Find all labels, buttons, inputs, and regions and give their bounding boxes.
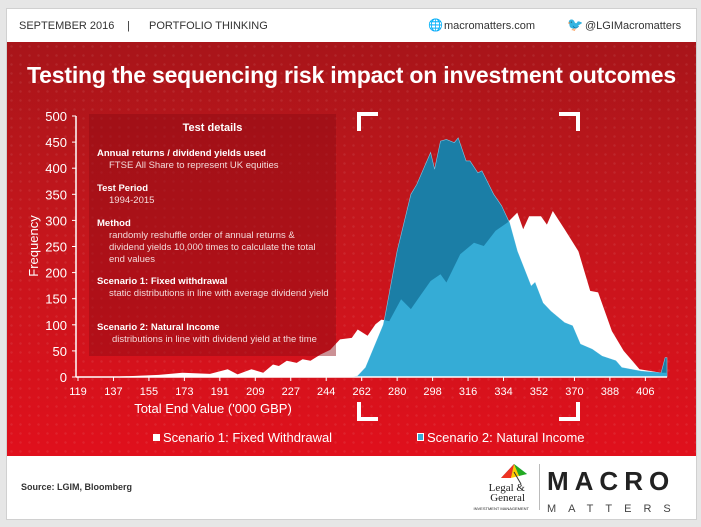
detail-value: FTSE All Share to represent UK equities — [109, 160, 279, 171]
legend-label: Scenario 1: Fixed Withdrawal — [163, 430, 333, 445]
x-tick-label: 119 — [69, 386, 87, 398]
detail-value: 1994-2015 — [109, 195, 155, 206]
x-tick-label: 137 — [104, 386, 122, 398]
y-tick-label: 350 — [45, 187, 67, 202]
lg-subtitle: INVESTMENT MANAGEMENT — [473, 506, 530, 511]
logo-divider — [539, 464, 540, 510]
footer: Source: LGIM, Bloomberg Legal & General … — [7, 456, 696, 519]
legend-scenario-1: Scenario 1: Fixed Withdrawal — [153, 430, 332, 445]
x-tick-label: 244 — [317, 386, 335, 398]
y-tick-label: 400 — [45, 161, 67, 176]
globe-icon: 🌐 — [428, 18, 443, 32]
corner-bracket — [357, 402, 378, 421]
legend-swatch-blue — [417, 433, 424, 441]
x-tick-label: 388 — [601, 386, 619, 398]
section-name: PORTFOLIO THINKING — [149, 20, 268, 32]
detail-value: distributions in line with dividend yiel… — [112, 334, 317, 345]
y-tick-label: 150 — [45, 292, 67, 307]
x-tick-label: 316 — [459, 386, 477, 398]
detail-label: Method — [97, 218, 131, 229]
umbrella-icon — [501, 464, 527, 484]
website-link[interactable]: macromatters.com — [444, 20, 536, 32]
y-tick-label: 250 — [45, 240, 67, 255]
macro-matters-logo: MACRO MATTERS — [547, 466, 683, 515]
detail-label: Scenario 2: Natural Income — [97, 322, 220, 333]
y-tick-label: 500 — [45, 109, 67, 124]
separator: | — [127, 20, 130, 32]
x-tick-label: 280 — [388, 386, 406, 398]
x-tick-label: 370 — [565, 386, 583, 398]
legend-label: Scenario 2: Natural Income — [427, 430, 585, 445]
x-tick-label: 352 — [530, 386, 548, 398]
y-tick-label: 50 — [53, 344, 67, 359]
y-tick-label: 450 — [45, 135, 67, 150]
series-scenario-2-overlap — [78, 211, 668, 377]
x-tick-label: 406 — [636, 386, 654, 398]
page-title: Testing the sequencing risk impact on in… — [27, 62, 676, 88]
twitter-icon: 🐦 — [567, 17, 584, 32]
y-axis-title: Frequency — [26, 215, 41, 277]
legal-general-logo: Legal & General INVESTMENT MANAGEMENT — [469, 464, 529, 512]
test-details-box: Test details Annual returns / dividend y… — [89, 114, 336, 356]
detail-value: static distributions in line with averag… — [109, 288, 329, 299]
test-details-heading: Test details — [182, 122, 243, 134]
y-tick-label: 300 — [45, 213, 67, 228]
lg-wordmark: Legal & General — [488, 482, 525, 504]
detail-value: randomly reshuffle order of annual retur… — [109, 230, 316, 265]
x-tick-label: 334 — [494, 386, 512, 398]
legend-scenario-2: Scenario 2: Natural Income — [417, 430, 585, 445]
detail-label: Scenario 1: Fixed withdrawal — [97, 276, 228, 287]
x-tick-label: 155 — [140, 386, 158, 398]
detail-label: Annual returns / dividend yields used — [97, 148, 266, 159]
x-tick-label: 262 — [353, 386, 371, 398]
x-tick-label: 227 — [282, 386, 300, 398]
date: SEPTEMBER 2016 — [19, 20, 115, 32]
mm-subtitle: MATTERS — [547, 503, 683, 515]
x-tick-label: 298 — [423, 386, 441, 398]
chart-panel: Testing the sequencing risk impact on in… — [7, 42, 696, 456]
mm-wordmark: MACRO — [547, 466, 676, 496]
x-tick-label: 191 — [211, 386, 229, 398]
infographic: SEPTEMBER 2016 | PORTFOLIO THINKING 🌐 ma… — [6, 8, 697, 520]
y-tick-label: 200 — [45, 266, 67, 281]
x-axis-title: Total End Value ('000 GBP) — [134, 401, 292, 416]
x-tick-label: 173 — [175, 386, 193, 398]
y-tick-label: 0 — [60, 370, 67, 385]
source-note: Source: LGIM, Bloomberg — [21, 482, 133, 492]
twitter-handle[interactable]: @LGIMacromatters — [585, 20, 682, 32]
corner-bracket — [559, 402, 580, 421]
legend-swatch-white — [153, 434, 160, 441]
corner-bracket — [357, 112, 378, 131]
y-tick-label: 100 — [45, 318, 67, 333]
x-tick-label: 209 — [246, 386, 264, 398]
detail-label: Test Period — [97, 183, 149, 194]
header-bar: SEPTEMBER 2016 | PORTFOLIO THINKING 🌐 ma… — [7, 9, 696, 42]
corner-bracket — [559, 112, 580, 131]
